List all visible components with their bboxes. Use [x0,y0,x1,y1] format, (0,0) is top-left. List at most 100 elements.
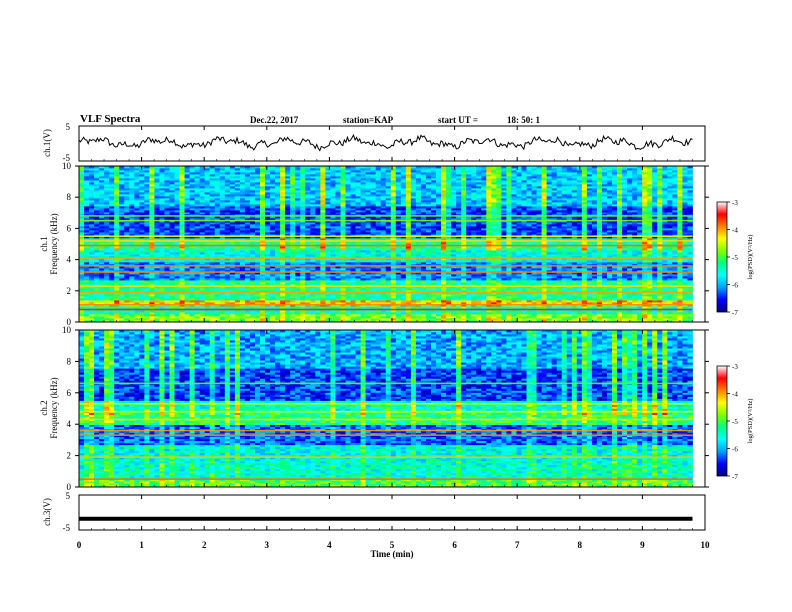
spectrogram-cell [204,280,211,283]
spectrogram-cell [320,320,326,323]
spectrogram-cell [209,290,216,293]
spectrogram-cell [350,210,356,213]
spectrogram-cell [249,182,256,185]
spectrogram-cell [154,178,160,181]
spectrogram-cell [184,282,191,285]
spectrogram-cell [305,190,311,193]
spectrogram-cell [204,250,211,253]
spectrogram-cell [345,188,351,191]
spectrogram-cell [310,280,316,283]
spectrogram-cell [315,188,321,191]
spectrogram-cell [94,238,100,241]
spectrogram-cell [129,286,135,289]
spectrogram-cell [159,258,165,261]
spectrogram-cell [204,174,211,177]
spectrogram-cell [350,242,356,245]
spectrogram-cell [89,310,95,313]
spectrogram-cell [310,178,316,181]
spectrogram-cell [139,294,145,297]
spectrogram-cell [94,246,100,249]
spectrogram-cell [224,246,231,249]
spectrogram-cell [204,238,211,241]
spectrogram-cell [184,294,191,297]
spectrogram-cell [320,256,326,259]
spectrogram-cell [234,182,241,185]
spectrogram-cell [179,232,185,235]
spectrogram-cell [199,238,206,241]
spectrogram-cell [154,174,160,177]
spectrogram-cell [229,252,236,255]
spectrogram-cell [330,280,336,283]
spectrogram-cell [295,316,301,319]
spectrogram-cell [285,282,291,285]
spectrogram-cell [360,234,367,237]
spectrogram-cell [244,250,251,253]
spectrogram-cell [350,248,356,251]
spectrogram-cell [169,232,175,235]
spectrogram-cell [129,182,135,185]
spectrogram-cell [209,258,216,261]
spectrogram-cell [84,252,90,255]
spectrogram-cell [239,210,246,213]
spectrogram-cell [340,234,346,237]
spectrogram-cell [290,258,296,261]
spectrogram-cell [179,176,185,179]
spectrogram-cell [365,234,372,237]
spectrogram-cell [99,216,105,219]
spectrogram-cell [239,272,246,275]
spectrogram-cell [214,262,221,265]
spectrogram-cell [260,182,266,185]
spectrogram-cell [84,218,90,221]
spectrogram-cell [139,178,145,181]
spectrogram-cell [94,302,100,305]
spectrogram-cell [164,226,170,229]
spectrogram-cell [179,276,185,279]
spectrogram-cell [119,284,125,287]
spectrogram-cell [119,186,125,189]
spectrogram-cell [375,210,382,213]
spectrogram-cell [265,284,271,287]
spectrogram-cell [99,266,105,269]
spectrogram-cell [214,310,221,313]
spectrogram-cell [84,180,90,183]
spectrogram-cell [330,260,336,263]
spectrogram-cell [219,270,226,273]
spectrogram-cell [300,200,306,203]
spectrogram-cell [179,274,185,277]
spectrogram-cell [184,204,191,207]
spectrogram-cell [159,184,165,187]
ch1-ytick-top: 5 [66,122,71,132]
spectrogram-cell [159,232,165,235]
spectrogram-cell [209,300,216,303]
spectrogram-cell [154,294,160,297]
spectrogram-cell [350,192,356,195]
spectrogram-cell [194,278,201,281]
spectrogram-cell [260,288,266,291]
spectrogram-cell [265,288,271,291]
spectrogram-cell [244,184,251,187]
spectrogram-cell [84,178,90,181]
spectrogram-cell [224,302,231,305]
spectrogram-cell [179,320,185,323]
spectrogram-cell [184,178,191,181]
spectrogram-cell [109,210,115,213]
spectrogram-cell [325,230,331,233]
spectrogram-cell [300,176,306,179]
spectrogram-cell [305,228,311,231]
spectrogram-cell [144,218,150,221]
spectrogram-cell [94,262,100,265]
spectrogram-cell [350,314,356,317]
spectrogram-cell [214,206,221,209]
spectrogram-cell [159,294,165,297]
spectrogram-cell [219,216,226,219]
spectrogram-cell [229,238,236,241]
spectrogram-cell [134,236,140,239]
spectrogram-cell [219,188,226,191]
spectrogram-cell [280,210,286,213]
spectrogram-cell [129,202,135,205]
spectrogram-cell [149,198,155,201]
spectrogram-cell [229,248,236,251]
spectrogram-cell [315,232,321,235]
spectrogram-cell [134,208,140,211]
spectrogram-cell [265,290,271,293]
